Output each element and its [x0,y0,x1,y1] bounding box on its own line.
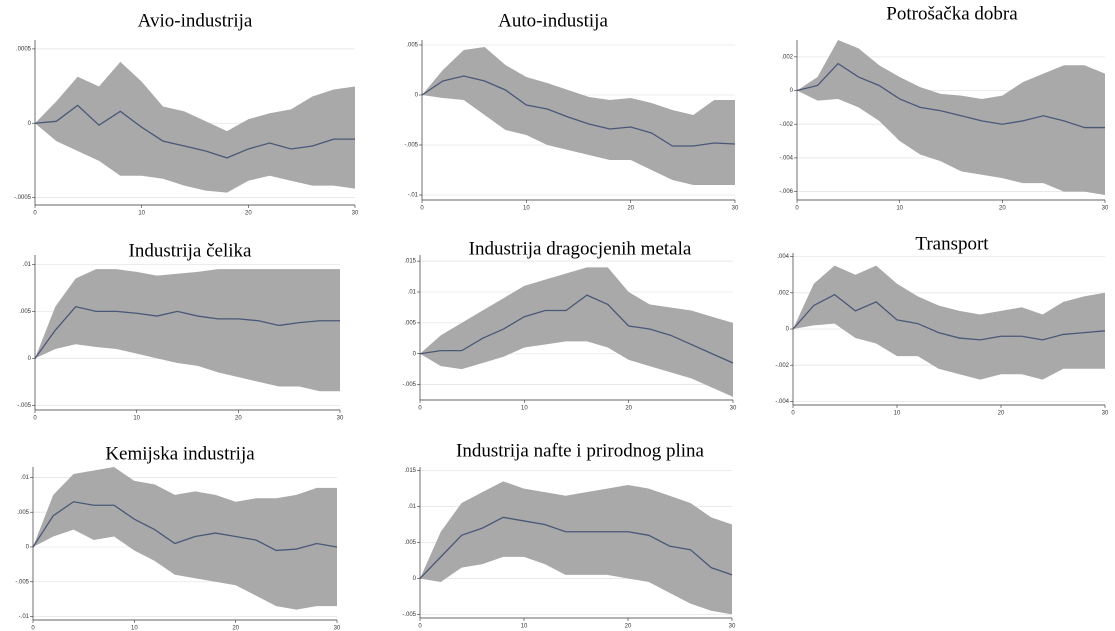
y-tick-label: .01 [21,475,30,481]
panel-title: Kemijska industrija [105,443,255,464]
x-tick-label: 30 [334,626,341,631]
y-tick-label: -.004 [775,399,789,405]
y-tick-label: 0 [28,121,32,127]
response-line [421,75,736,147]
y-tick-label: -.005 [402,382,416,388]
y-tick-label: 0 [790,88,794,94]
x-tick-label: 0 [420,206,424,212]
x-tick-label: 10 [131,626,138,631]
x-tick-label: 10 [896,206,903,212]
x-tick-label: 30 [730,406,737,412]
y-tick-label: -.005 [404,143,418,149]
x-tick-label: 10 [138,211,145,217]
response-line [32,501,338,552]
y-tick-label: -.01 [19,614,30,620]
y-tick-label: -.01 [408,193,419,199]
response-line [792,293,1106,341]
y-tick-label: 0 [413,351,417,357]
panel-title: Avio-industrija [138,10,253,31]
x-tick-label: 20 [235,416,242,422]
x-tick-label: 0 [418,624,422,630]
response-line [34,305,340,359]
x-tick-label: 10 [133,416,140,422]
y-tick-label: .0005 [16,46,32,52]
y-tick-label: .01 [408,290,417,296]
x-tick-label: 20 [625,406,632,412]
x-tick-label: 30 [337,416,344,422]
x-tick-label: 20 [625,624,632,630]
panel-title: Potrošačka dobra [886,3,1018,24]
y-tick-label: .002 [777,290,789,296]
y-tick-label: .005 [404,540,416,546]
y-tick-label: -.002 [775,363,789,369]
panel-title: Industrija nafte i prirodnog plina [456,440,705,461]
x-tick-label: 10 [894,411,901,417]
y-tick-label: .015 [404,259,416,265]
x-tick-label: 30 [1102,206,1109,212]
y-tick-label: -.005 [17,403,31,409]
x-tick-label: 10 [521,406,528,412]
response-line [419,516,733,579]
panel-title: Industrija dragocjenih metala [469,238,692,259]
y-tick-label: -.004 [779,155,793,161]
x-tick-label: 20 [245,211,252,217]
x-tick-label: 0 [418,406,422,412]
x-tick-label: 0 [795,206,799,212]
y-tick-label: .01 [408,504,417,510]
y-tick-label: 0 [26,545,30,551]
y-tick-label: .002 [781,54,793,60]
y-tick-label: -.005 [15,579,29,585]
y-tick-label: 0 [786,327,790,333]
confidence-band [35,269,340,392]
confidence-band [420,267,733,397]
x-tick-label: 30 [729,624,736,630]
confidence-band [797,40,1105,195]
y-tick-label: -.002 [779,122,793,128]
y-tick-label: -.0005 [14,195,32,201]
y-tick-label: .005 [19,309,31,315]
confidence-band [793,265,1105,380]
y-tick-label: -.006 [779,189,793,195]
x-tick-label: 0 [33,416,37,422]
y-tick-label: 0 [28,356,32,362]
confidence-band [422,47,735,185]
panel-title: Auto-industija [498,10,608,31]
y-tick-label: .004 [777,254,789,260]
panel-title: Industrija čelika [129,240,252,261]
x-tick-label: 20 [232,626,239,631]
response-line [34,104,355,159]
x-tick-label: 10 [523,206,530,212]
y-tick-label: .005 [406,43,418,49]
confidence-band [420,481,732,615]
x-tick-label: 20 [627,206,634,212]
confidence-band [35,61,355,193]
panel-title: Transport [915,233,989,254]
y-tick-label: .005 [17,510,29,516]
x-tick-label: 0 [31,626,35,631]
confidence-band [33,467,337,610]
y-tick-label: .01 [23,262,32,268]
x-tick-label: 0 [791,411,795,417]
response-line [796,62,1105,129]
x-tick-label: 30 [732,206,739,212]
y-tick-label: 0 [415,93,419,99]
x-tick-label: 30 [1102,411,1109,417]
x-tick-label: 0 [33,211,37,217]
x-tick-label: 20 [998,411,1005,417]
y-tick-label: .015 [404,468,416,474]
x-tick-label: 20 [999,206,1006,212]
y-tick-label: 0 [413,576,417,582]
x-tick-label: 10 [521,624,528,630]
response-line [419,294,734,364]
x-tick-label: 30 [352,211,359,217]
y-tick-label: -.005 [402,612,416,618]
y-tick-label: .005 [404,320,416,326]
